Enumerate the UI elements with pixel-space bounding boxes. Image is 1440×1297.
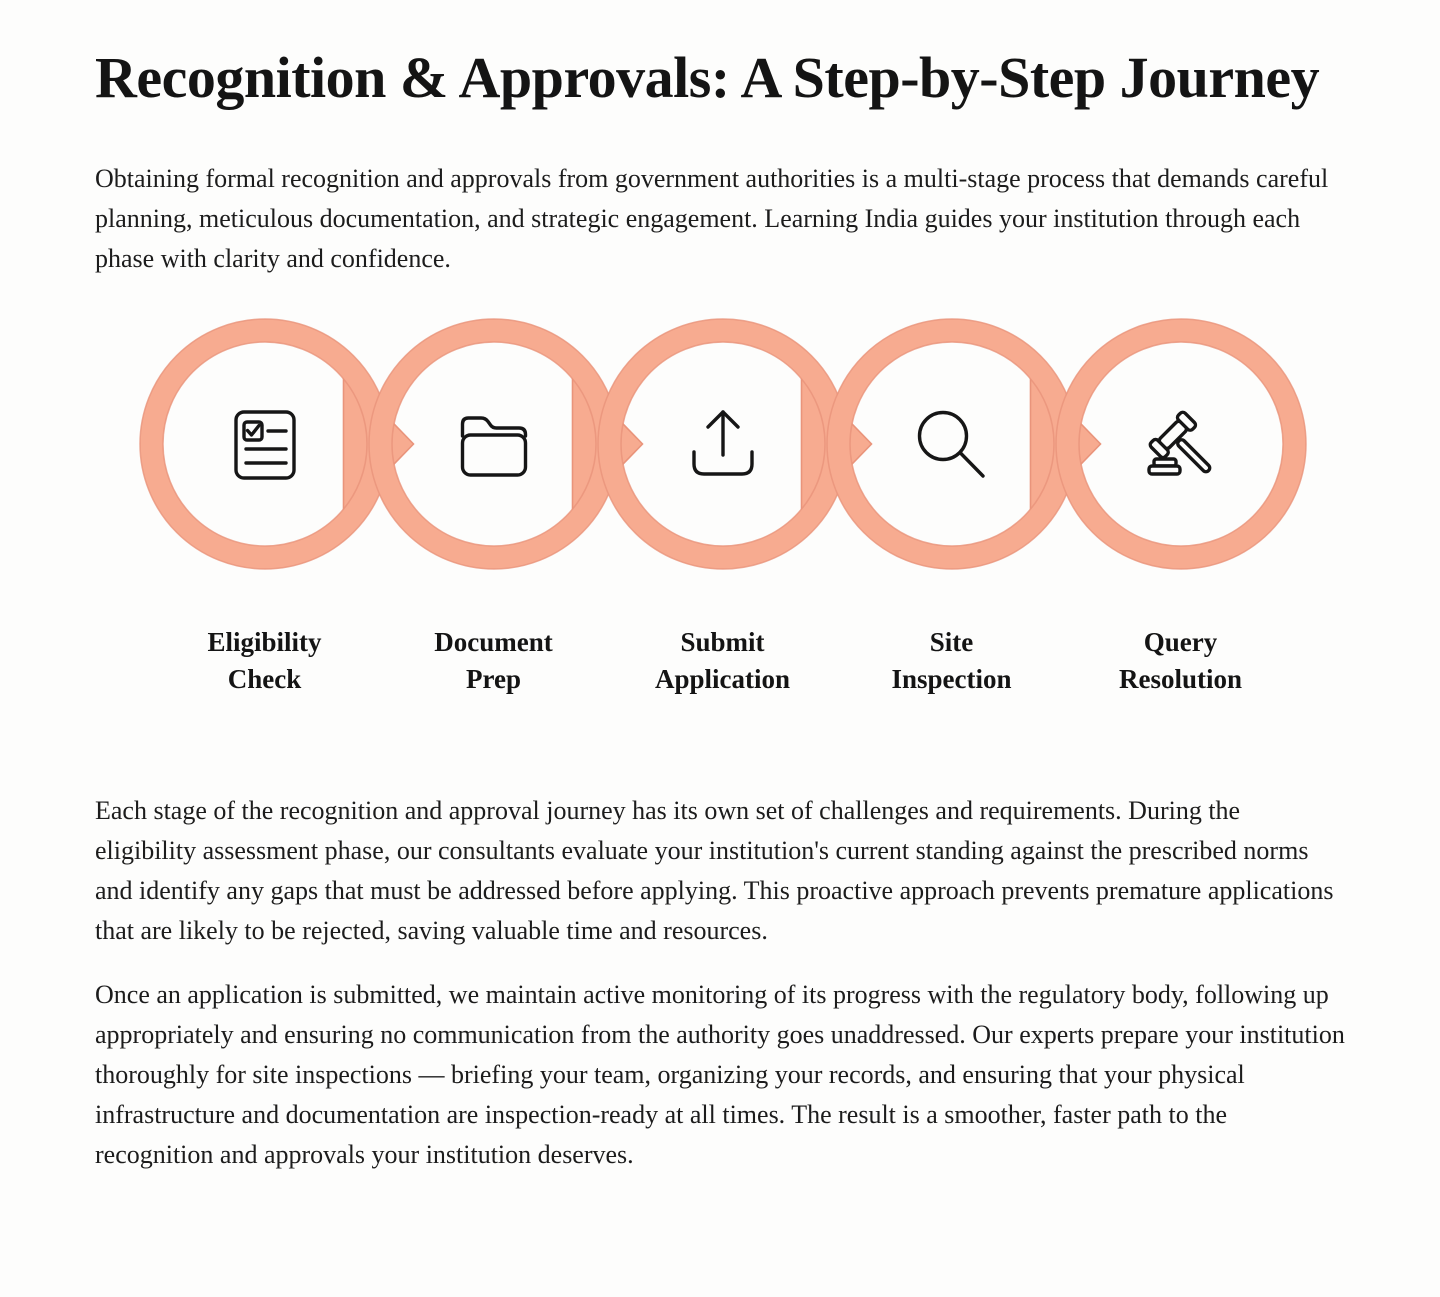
step-label-query-resolution: Query Resolution (1118, 626, 1243, 695)
upload-icon (692, 409, 754, 476)
intro-paragraph: Obtaining formal recognition and approva… (95, 163, 1329, 273)
step-labels: Eligibility Check Document Prep Submit A… (95, 624, 1345, 700)
step-circle (1055, 317, 1307, 570)
step-circles (139, 317, 1307, 570)
step-label-eligibility-check: Eligibility Check (207, 626, 322, 695)
step-label-submit-application: Submit Application (654, 626, 791, 695)
process-diagram: Eligibility Check Document Prep Submit A… (95, 309, 1345, 700)
folder-icon (460, 415, 528, 477)
magnifier-icon (917, 410, 985, 478)
step-label-site-inspection: Site Inspection (891, 626, 1012, 695)
process-flow-graphic (139, 317, 1307, 570)
body-paragraph-1: Each stage of the recognition and approv… (95, 796, 1334, 946)
article-page: Recognition & Approvals: A Step-by-Step … (95, 45, 1345, 1170)
page-title: Recognition & Approvals: A Step-by-Step … (95, 45, 1320, 110)
step-label-document-prep: Document Prep (434, 626, 553, 695)
checklist-icon (234, 409, 296, 480)
body-paragraph-2: Once an application is submitted, we mai… (95, 980, 1345, 1170)
gavel-icon (1147, 410, 1212, 476)
